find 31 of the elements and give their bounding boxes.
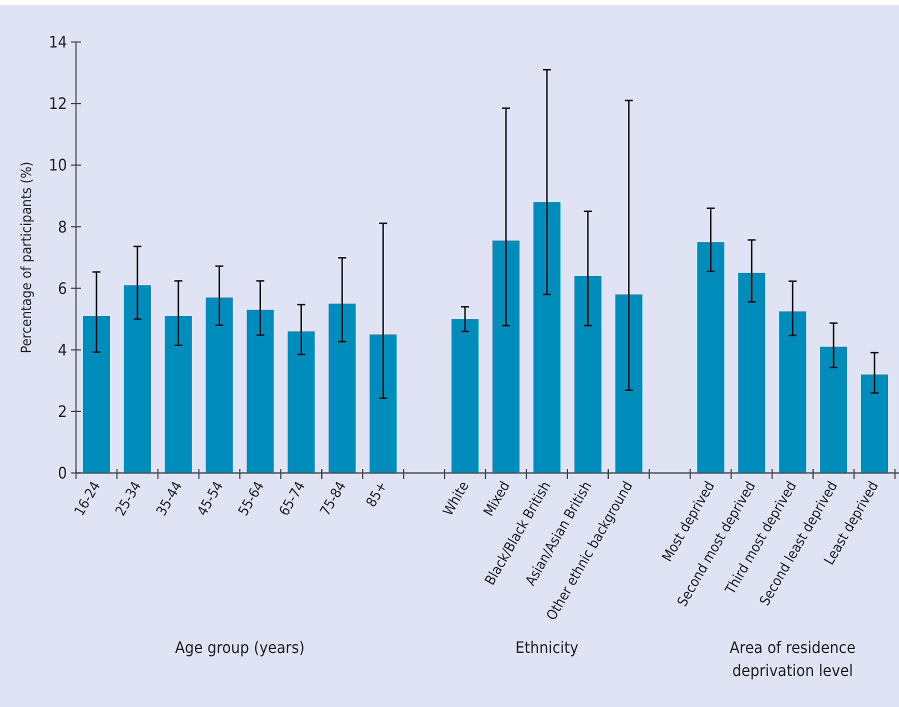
text: Ethnicity <box>515 638 579 657</box>
y-tick-label: 6 <box>58 278 67 298</box>
y-tick-label: 8 <box>58 217 67 236</box>
bar <box>246 310 274 473</box>
y-tick-label: 12 <box>48 94 67 114</box>
bar <box>779 311 806 473</box>
bar <box>861 374 888 473</box>
bar <box>574 276 602 473</box>
bar <box>738 272 766 473</box>
bar <box>328 304 356 473</box>
bar <box>288 331 315 473</box>
bar <box>820 346 848 473</box>
text: Area of residence deprivation level <box>730 638 856 680</box>
bar <box>124 285 151 473</box>
y-tick-label: 14 <box>48 32 67 52</box>
bar <box>370 334 397 473</box>
y-axis-title: Percentage of participants (%) <box>19 162 35 354</box>
bar <box>206 298 233 473</box>
bar <box>164 316 192 473</box>
bar <box>492 240 520 473</box>
text: Age group (years) <box>174 638 305 657</box>
y-tick-label: 10 <box>48 156 67 175</box>
y-tick-label: 4 <box>58 340 67 360</box>
bar <box>452 319 479 473</box>
y-tick-label: 0 <box>58 464 67 483</box>
bar <box>533 202 560 473</box>
y-tick-label: 2 <box>58 402 67 422</box>
bar <box>615 294 642 473</box>
bar <box>82 316 110 473</box>
x-tick-label: 85+ <box>363 479 391 510</box>
bar <box>697 242 724 473</box>
